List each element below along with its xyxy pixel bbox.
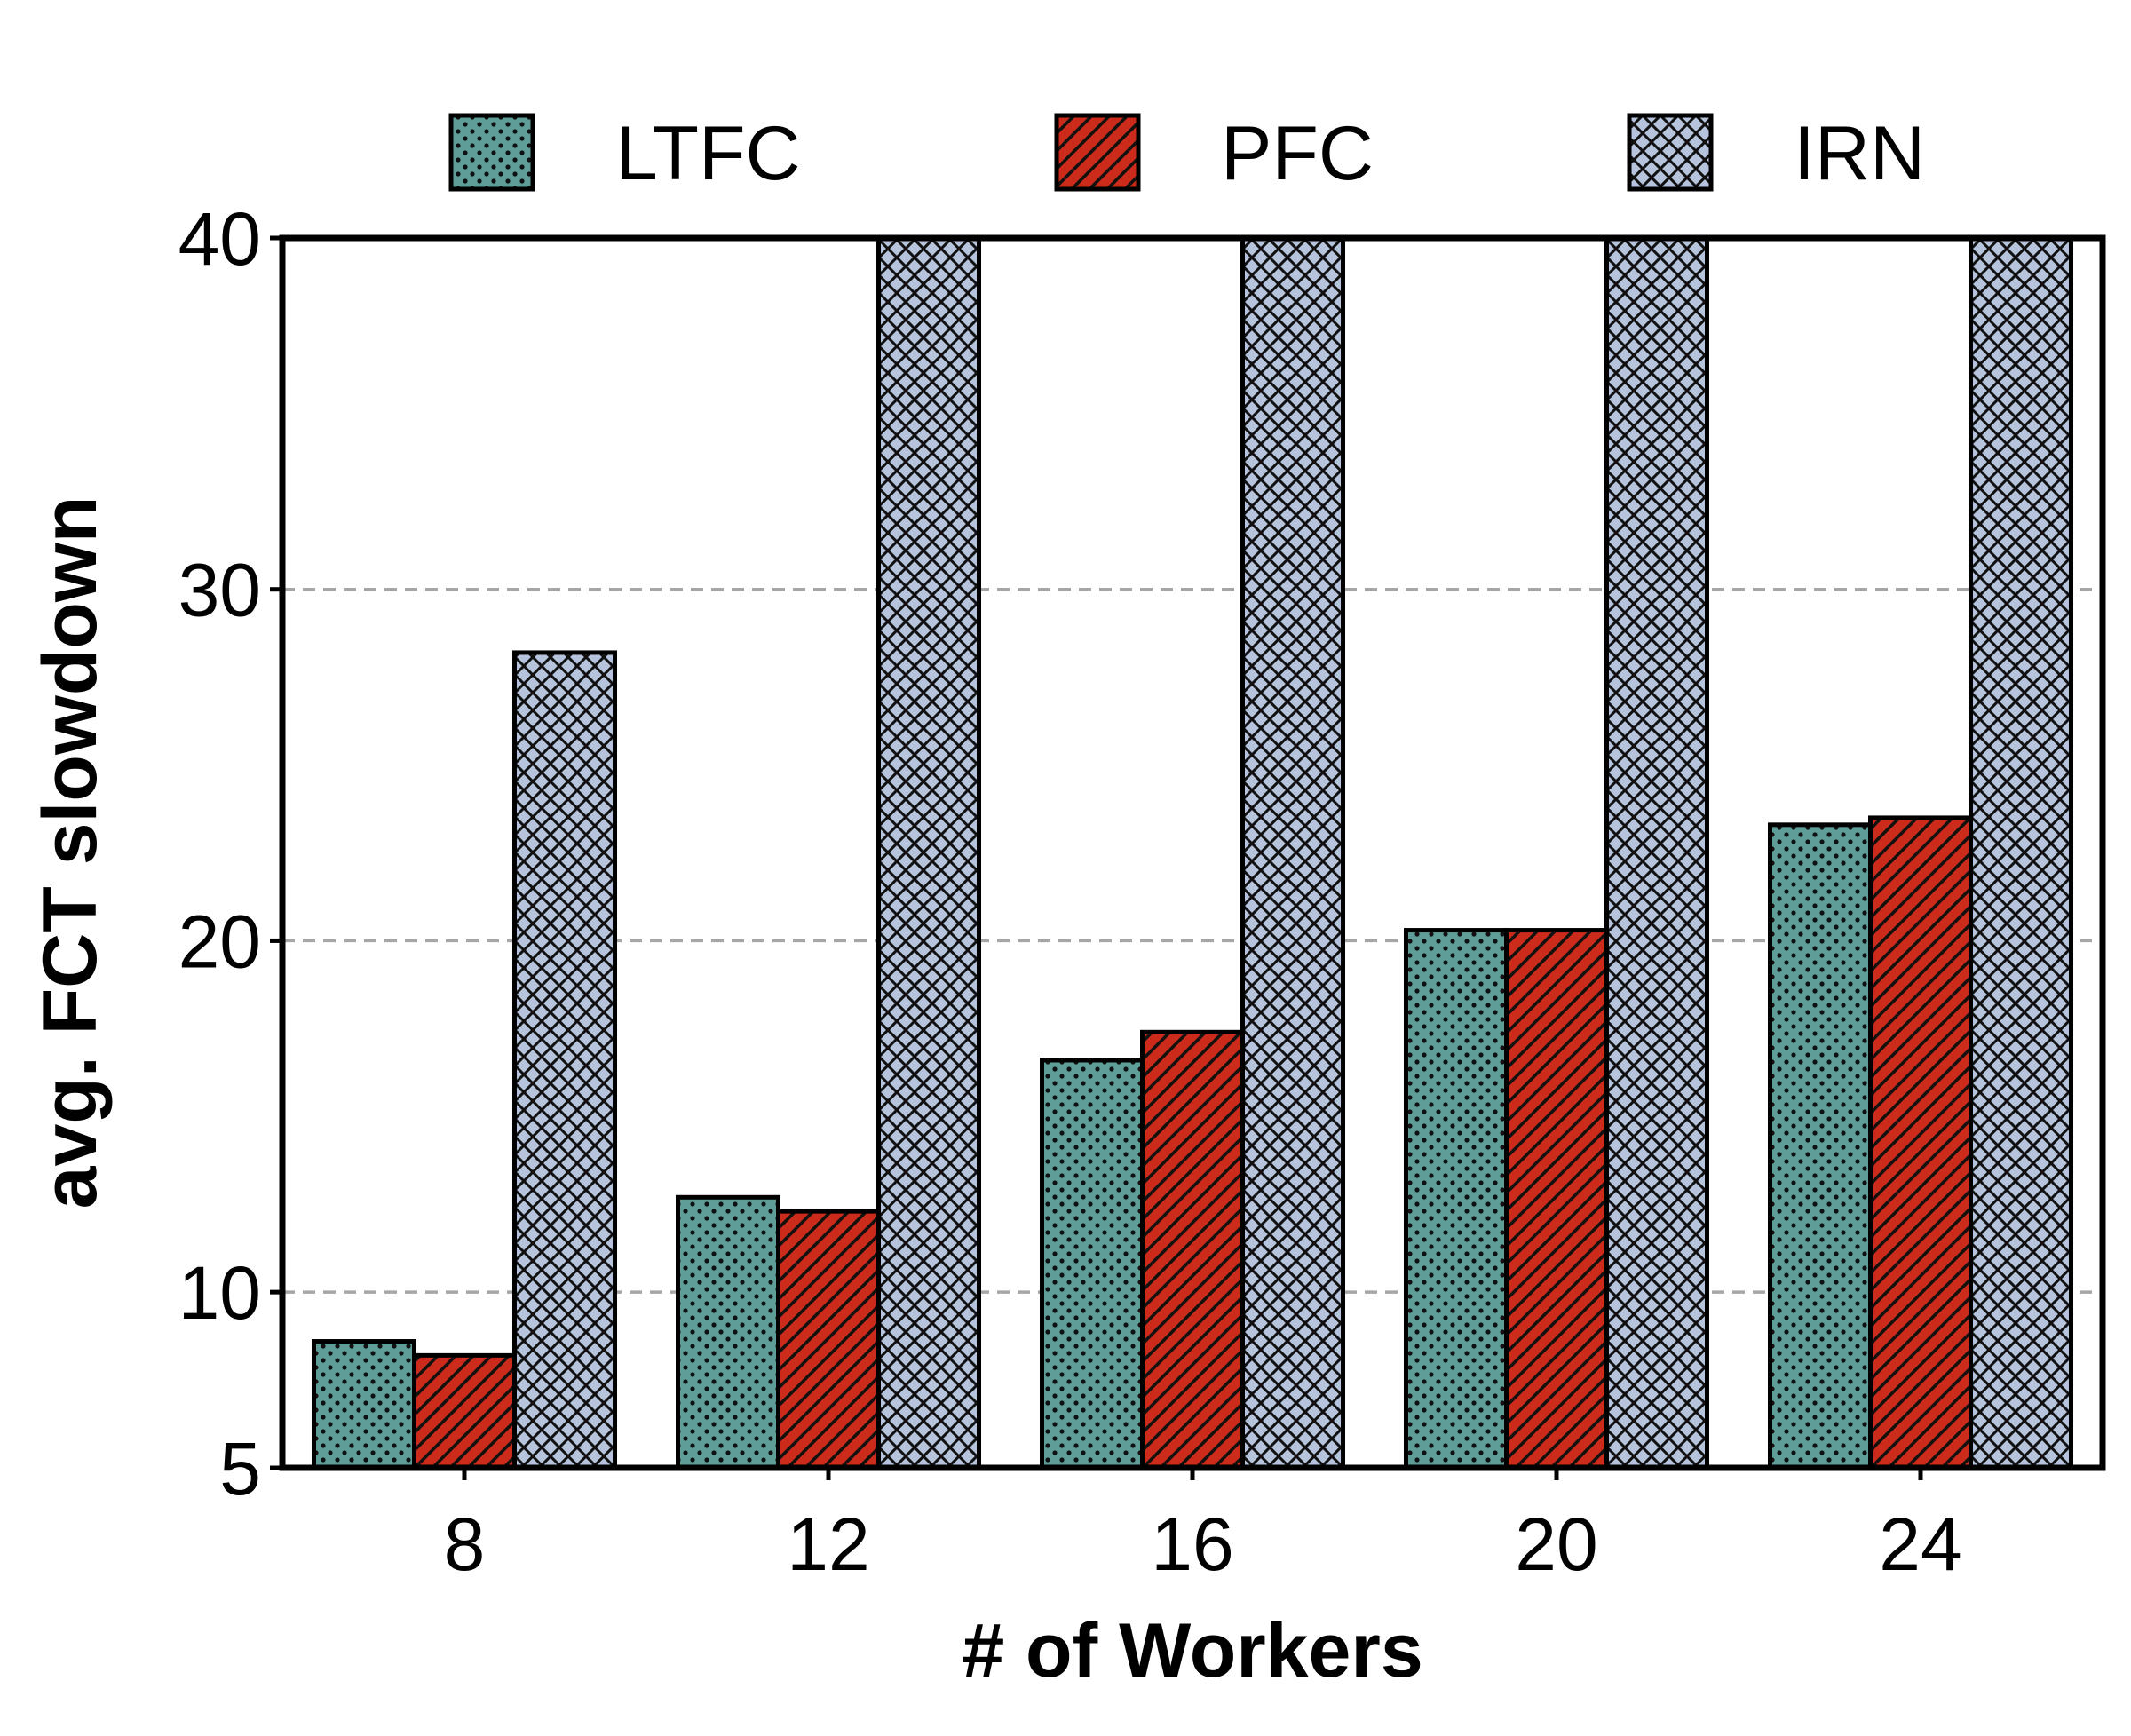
y-tick-label: 10 (178, 1251, 261, 1335)
y-tick-label: 5 (219, 1427, 261, 1510)
bars (312, 235, 2073, 1470)
y-tick-label: 30 (178, 549, 261, 632)
legend-label-ltfc: LTFC (615, 111, 801, 196)
bar-irn-12 (876, 235, 981, 1470)
bar-irn-16 (1240, 235, 1345, 1470)
legend-swatch-pfc (1054, 113, 1141, 192)
bar-ltfc-20 (1404, 928, 1509, 1470)
bar-irn-20 (1604, 235, 1709, 1470)
bar-ltfc-8 (312, 1339, 416, 1470)
x-tick-label: 20 (1515, 1502, 1597, 1586)
x-tick-label: 8 (444, 1502, 486, 1586)
x-axis-ticks: 8 12 16 20 24 (444, 1468, 1962, 1586)
bar-pfc-16 (1140, 1029, 1245, 1470)
y-tick-label: 40 (178, 197, 261, 281)
x-tick-label: 24 (1879, 1502, 1961, 1586)
y-axis-ticks: 5 10 20 30 40 (178, 197, 282, 1510)
bar-ltfc-12 (676, 1194, 780, 1470)
bar-pfc-24 (1868, 815, 1973, 1470)
legend-swatch-ltfc (448, 113, 535, 192)
legend-label-pfc: PFC (1221, 111, 1374, 196)
y-tick-label: 20 (178, 900, 261, 983)
legend-swatch-irn (1627, 113, 1714, 192)
x-tick-label: 12 (787, 1502, 869, 1586)
x-axis-title: # of Workers (962, 1608, 1422, 1693)
bar-pfc-20 (1504, 928, 1609, 1470)
y-axis-title: avg. FCT slowdown (28, 496, 113, 1209)
bar-irn-8 (512, 650, 617, 1470)
bar-pfc-8 (412, 1352, 517, 1470)
legend: LTFC PFC IRN (448, 111, 1925, 196)
legend-label-irn: IRN (1794, 111, 1925, 196)
bar-ltfc-16 (1040, 1058, 1145, 1470)
bar-irn-24 (1969, 235, 2073, 1470)
bar-pfc-12 (776, 1209, 881, 1470)
bar-ltfc-24 (1768, 822, 1873, 1470)
x-tick-label: 16 (1151, 1502, 1233, 1586)
